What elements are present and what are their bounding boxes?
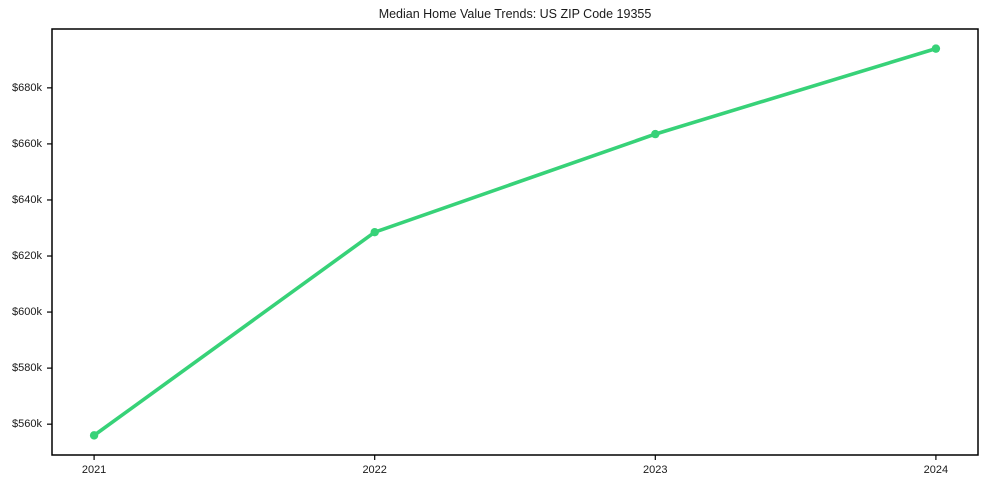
y-axis-tick-label: $600k (12, 306, 42, 319)
y-axis-tick-label: $680k (12, 81, 42, 94)
x-axis-tick-label: 2021 (81, 464, 107, 476)
y-axis-tick-label: $580k (12, 362, 42, 375)
trend-line (92, 46, 938, 438)
data-point-marker (651, 129, 660, 139)
data-point-marker (931, 44, 941, 53)
data-point-marker (89, 431, 99, 440)
y-axis-tick-label: $620k (12, 250, 42, 262)
data-point-marker (370, 227, 379, 237)
chart-title: Median Home Value Trends: US ZIP Code 19… (378, 7, 652, 21)
y-axis-tick-label: $660k (12, 137, 42, 150)
x-axis-tick-label: 2024 (923, 464, 949, 476)
x-axis-tick-label: 2022 (362, 464, 387, 476)
y-axis-tick-label: $560k (12, 418, 42, 431)
x-axis-tick-label: 2023 (643, 464, 668, 476)
plot-border (51, 28, 979, 456)
y-axis-tick-label: $640k (12, 193, 42, 206)
